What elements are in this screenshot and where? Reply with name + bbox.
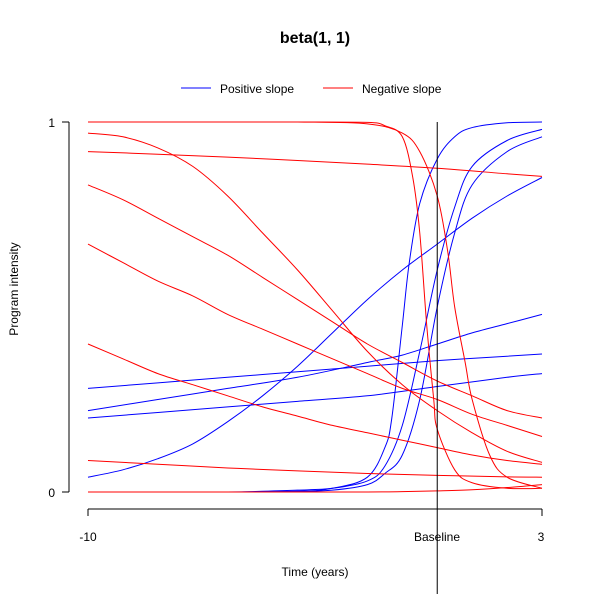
negative-slope-curve-13 bbox=[87, 343, 543, 465]
negative-slope-curve-11 bbox=[87, 184, 543, 419]
negative-slope-curve-14 bbox=[87, 460, 543, 478]
negative-slope-curve-9 bbox=[87, 132, 543, 463]
x-axis: -10 Baseline 3 Time (years) bbox=[79, 508, 545, 579]
series-group bbox=[87, 121, 543, 493]
negative-slope-curve-15 bbox=[87, 484, 543, 493]
negative-slope-curve-10 bbox=[87, 151, 543, 177]
legend-label-negative: Negative slope bbox=[362, 82, 442, 96]
negative-slope-curve-12 bbox=[87, 243, 543, 437]
positive-slope-curve-5 bbox=[87, 353, 543, 389]
chart-title: beta(1, 1) bbox=[280, 30, 350, 47]
y-axis-label: Program intensity bbox=[7, 242, 21, 335]
x-tick-label-end: 3 bbox=[538, 530, 545, 544]
x-tick-label-baseline: Baseline bbox=[414, 530, 460, 544]
positive-slope-curve-6 bbox=[87, 373, 543, 419]
y-axis: 1 0 Program intensity bbox=[7, 116, 70, 500]
positive-slope-curve-3 bbox=[87, 177, 543, 478]
x-axis-label: Time (years) bbox=[282, 565, 349, 579]
positive-slope-curve-4 bbox=[87, 313, 543, 412]
legend-label-positive: Positive slope bbox=[220, 82, 294, 96]
positive-slope-curve-2 bbox=[87, 136, 543, 493]
legend: Positive slope Negative slope bbox=[181, 82, 442, 96]
x-tick-label-start: -10 bbox=[79, 530, 97, 544]
y-tick-label-1: 1 bbox=[48, 116, 55, 130]
positive-slope-curve-0 bbox=[87, 121, 543, 493]
negative-slope-curve-8 bbox=[88, 121, 543, 489]
y-tick-label-0: 0 bbox=[48, 486, 55, 500]
